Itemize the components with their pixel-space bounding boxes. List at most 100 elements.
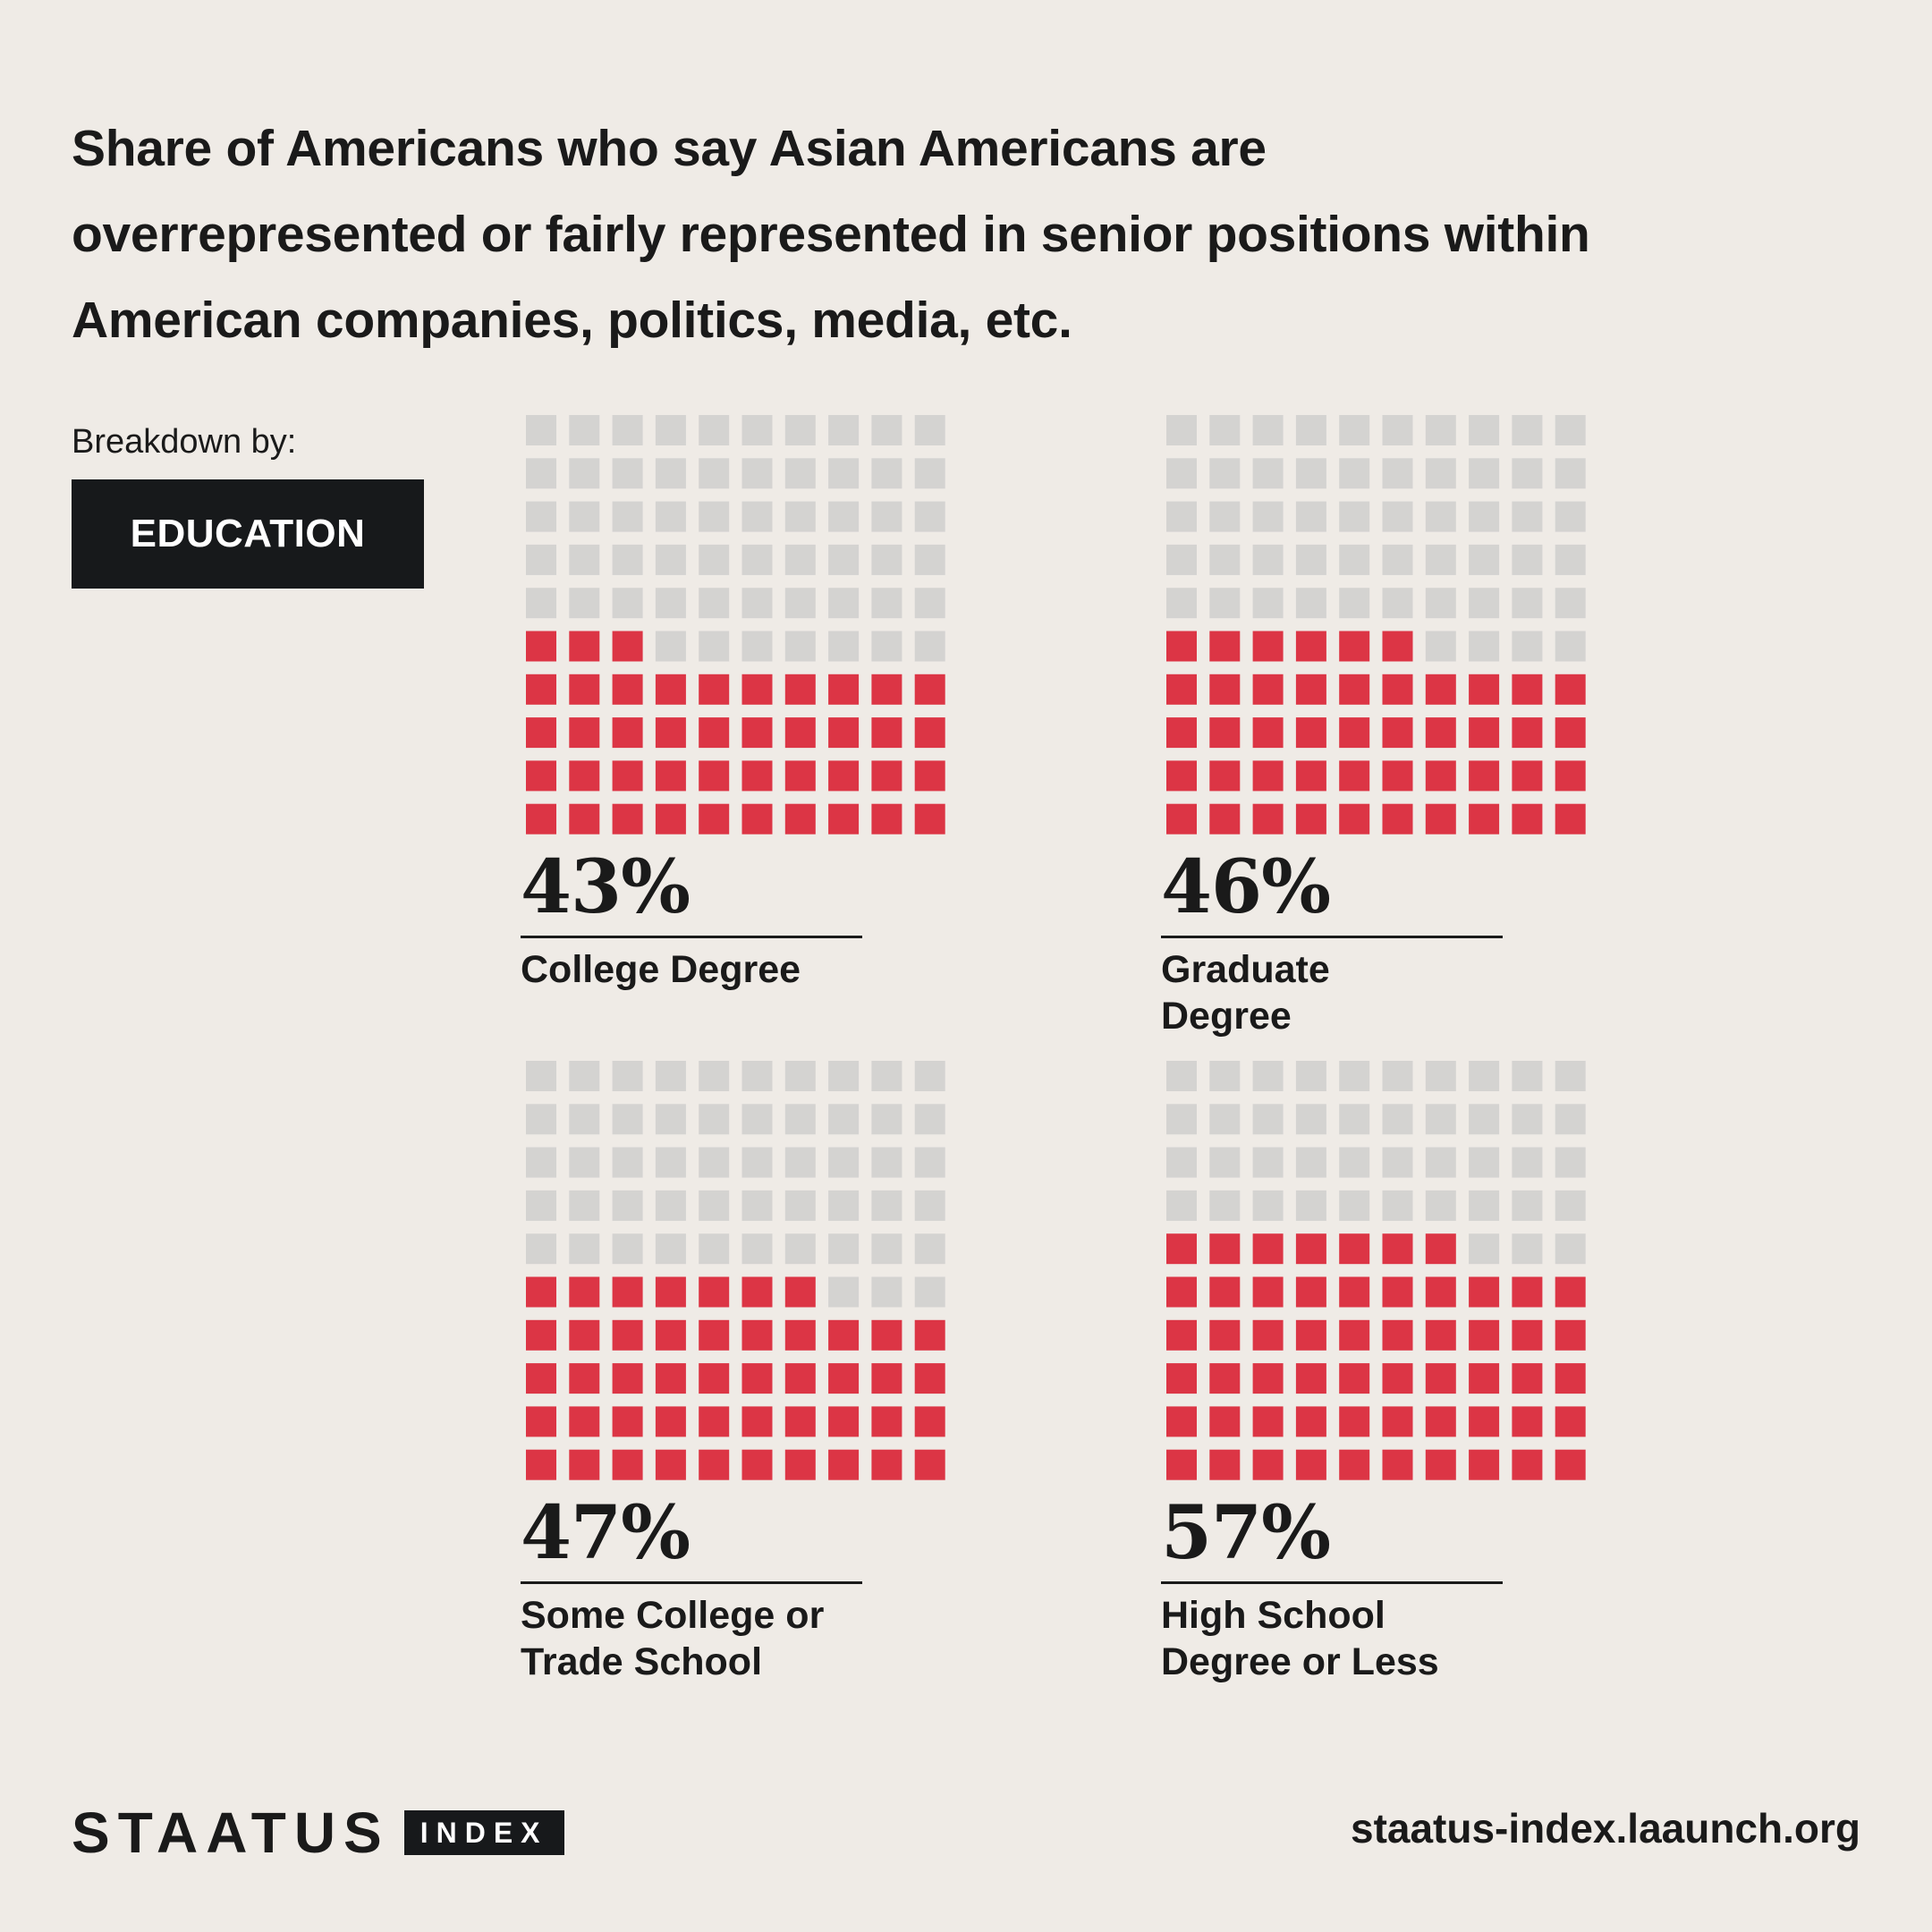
waffle-cell-empty (1555, 1190, 1586, 1221)
waffle-cell-empty (655, 1104, 686, 1135)
waffle-cell-filled (741, 1363, 773, 1394)
waffle-cell-filled (1339, 1276, 1370, 1308)
waffle-cell-empty (1425, 631, 1456, 662)
waffle-cell-filled (1295, 717, 1326, 749)
waffle-cell-empty (1295, 1061, 1326, 1091)
waffle-cell-filled (1512, 1449, 1543, 1480)
waffle-cell-empty (828, 1276, 860, 1308)
waffle-cell-filled (1339, 1319, 1370, 1351)
waffle-cell-empty (699, 1190, 730, 1221)
waffle-cell-empty (871, 544, 902, 575)
waffle-cell-filled (655, 717, 686, 749)
waffle-cell-filled (1339, 1233, 1370, 1265)
brand-wordmark: STAATUS (72, 1801, 390, 1865)
waffle-cell-filled (828, 1319, 860, 1351)
waffle-cell-empty (828, 631, 860, 662)
waffle-cell-empty (784, 458, 816, 489)
waffle-cell-empty (1295, 1190, 1326, 1221)
waffle-cell-empty (784, 1233, 816, 1265)
waffle-cell-filled (784, 1319, 816, 1351)
waffle-cell-empty (699, 1233, 730, 1265)
waffle-cell-filled (1295, 1406, 1326, 1437)
waffle-cell-empty (526, 1104, 556, 1135)
waffle-cell-empty (1166, 1061, 1197, 1091)
waffle-cell-filled (1339, 1363, 1370, 1394)
waffle-cell-empty (569, 1061, 600, 1091)
waffle-cell-empty (1339, 1104, 1370, 1135)
waffle-cell-empty (1166, 1104, 1197, 1135)
waffle-cell-filled (1295, 1319, 1326, 1351)
waffle-cell-empty (699, 458, 730, 489)
waffle-cell-empty (1209, 1190, 1241, 1221)
waffle-cell-filled (526, 1363, 556, 1394)
waffle-cell-empty (1209, 544, 1241, 575)
waffle-cell-empty (784, 1147, 816, 1178)
waffle-cell-filled (1209, 1363, 1241, 1394)
waffle-cell-filled (741, 717, 773, 749)
waffle-cell-empty (1469, 501, 1500, 532)
waffle-cell-filled (1469, 803, 1500, 835)
waffle-cell-filled (1469, 1449, 1500, 1480)
waffle-cell-filled (1425, 1449, 1456, 1480)
waffle-cell-empty (1382, 1147, 1413, 1178)
waffle-cell-filled (699, 803, 730, 835)
waffle-cell-empty (699, 415, 730, 445)
waffle-cell-empty (1295, 1147, 1326, 1178)
waffle-cell-filled (655, 760, 686, 792)
waffle-cell-filled (784, 1363, 816, 1394)
waffle-cell-empty (1382, 588, 1413, 619)
site-url[interactable]: staatus-index.laaunch.org (1350, 1805, 1860, 1852)
waffle-cell-empty (828, 1233, 860, 1265)
waffle-cell-empty (1512, 1190, 1543, 1221)
waffle-cell-filled (1209, 760, 1241, 792)
waffle-cell-filled (914, 1449, 945, 1480)
waffle-cell-empty (1252, 458, 1284, 489)
category-label: High School Degree or Less (1161, 1594, 1439, 1683)
waffle-cell-filled (655, 803, 686, 835)
waffle-cell-empty (1469, 631, 1500, 662)
waffle-cell-empty (699, 1147, 730, 1178)
waffle-cell-empty (569, 1104, 600, 1135)
waffle-cell-filled (612, 717, 643, 749)
waffle-cell-empty (871, 631, 902, 662)
waffle-cell-filled (1555, 760, 1586, 792)
waffle-cell-empty (1382, 544, 1413, 575)
waffle-cell-filled (1382, 1319, 1413, 1351)
waffle-cell-filled (569, 1449, 600, 1480)
waffle-cell-filled (1252, 1233, 1284, 1265)
waffle-cell-filled (1469, 717, 1500, 749)
waffle-cell-empty (1209, 588, 1241, 619)
waffle-cell-empty (1425, 588, 1456, 619)
waffle-cell-empty (871, 1147, 902, 1178)
waffle-cell-filled (1252, 717, 1284, 749)
percentage-value: 43% (521, 844, 691, 930)
waffle-cell-empty (526, 1061, 556, 1091)
waffle-cell-filled (1252, 674, 1284, 705)
waffle-cell-filled (741, 1319, 773, 1351)
waffle-cell-filled (1252, 631, 1284, 662)
waffle-cell-empty (1512, 1147, 1543, 1178)
waffle-cell-empty (526, 1190, 556, 1221)
waffle-cell-filled (1166, 1233, 1197, 1265)
waffle-cell-filled (526, 1319, 556, 1351)
waffle-cell-empty (526, 588, 556, 619)
waffle-cell-filled (1382, 717, 1413, 749)
waffle-cell-filled (828, 1406, 860, 1437)
waffle-cell-filled (1166, 717, 1197, 749)
waffle-cell-filled (655, 1449, 686, 1480)
waffle-cell-empty (914, 588, 945, 619)
waffle-cell-empty (1469, 1104, 1500, 1135)
percentage-value: 47% (521, 1490, 691, 1576)
waffle-cell-filled (1469, 674, 1500, 705)
waffle-cell-empty (784, 1104, 816, 1135)
waffle-cell-empty (784, 501, 816, 532)
waffle-cell-empty (1339, 1061, 1370, 1091)
waffle-cell-empty (569, 458, 600, 489)
waffle-cell-empty (569, 544, 600, 575)
waffle-cell-empty (784, 1061, 816, 1091)
waffle-cell-filled (1339, 631, 1370, 662)
waffle-cell-empty (526, 544, 556, 575)
waffle-cell-empty (1469, 588, 1500, 619)
waffle-cell-empty (1469, 544, 1500, 575)
waffle-cell-empty (1166, 1190, 1197, 1221)
